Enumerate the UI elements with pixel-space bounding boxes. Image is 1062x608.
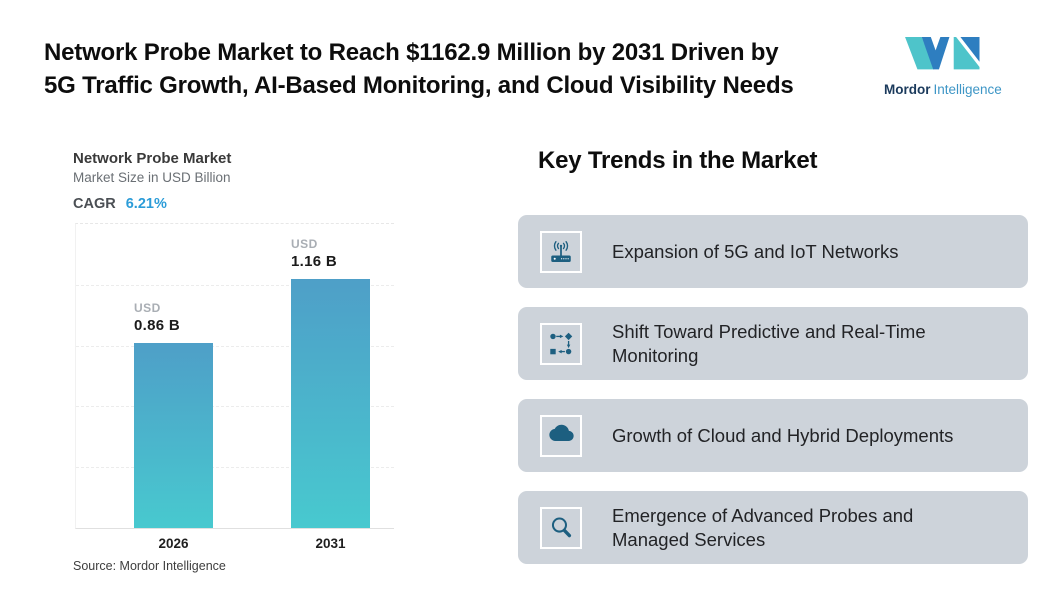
cagr-row: CAGR 6.21% [73, 196, 167, 212]
router-wifi-icon [540, 230, 582, 273]
logo-brand-light: Intelligence [933, 82, 1002, 97]
mordor-intelligence-logo: Mordor Intelligence [884, 36, 1024, 97]
magnifier-icon [540, 506, 582, 549]
trend-card-cloud-hybrid: Growth of Cloud and Hybrid Deployments [518, 399, 1028, 472]
x-axis-label: 2031 [315, 536, 346, 551]
bar-value-label: USD 1.16 B [291, 237, 337, 270]
workflow-icon [540, 322, 582, 365]
trend-card-advanced-probes: Emergence of Advanced Probes and Managed… [518, 491, 1028, 564]
gridline [76, 285, 394, 286]
trend-card-text: Expansion of 5G and IoT Networks [612, 240, 899, 262]
bar-2031 [291, 279, 370, 528]
trend-card-text: Shift Toward Predictive and Real-Time Mo… [612, 320, 926, 366]
trend-cards: Expansion of 5G and IoT Networks Shift T… [518, 215, 1028, 564]
chart-title: Network Probe Market [73, 150, 232, 167]
bar-chart-plot: USD 0.86 B 2026 USD 1.16 B 2031 [75, 223, 394, 551]
gridline [76, 346, 394, 347]
gridline [76, 406, 394, 407]
cloud-icon [540, 414, 582, 457]
cagr-label: CAGR [73, 196, 116, 212]
trend-card-text: Growth of Cloud and Hybrid Deployments [612, 424, 954, 446]
chart-subtitle: Market Size in USD Billion [73, 170, 231, 185]
logo-brand-bold: Mordor [884, 82, 931, 97]
bar-value-label: USD 0.86 B [134, 301, 180, 334]
trend-card-text: Emergence of Advanced Probes and Managed… [612, 504, 914, 550]
mordor-logo-icon [905, 36, 980, 70]
chart-source: Source: Mordor Intelligence [73, 559, 226, 573]
trend-card-5g-iot: Expansion of 5G and IoT Networks [518, 215, 1028, 288]
trend-card-predictive-monitoring: Shift Toward Predictive and Real-Time Mo… [518, 307, 1028, 380]
trends-heading: Key Trends in the Market [538, 147, 818, 174]
bar-2026 [134, 343, 213, 528]
x-axis-label: 2026 [158, 536, 189, 551]
page-title: Network Probe Market to Reach $1162.9 Mi… [44, 39, 794, 99]
cagr-value: 6.21% [125, 196, 167, 212]
logo-wordmark: Mordor Intelligence [884, 82, 1024, 97]
gridline [76, 467, 394, 468]
